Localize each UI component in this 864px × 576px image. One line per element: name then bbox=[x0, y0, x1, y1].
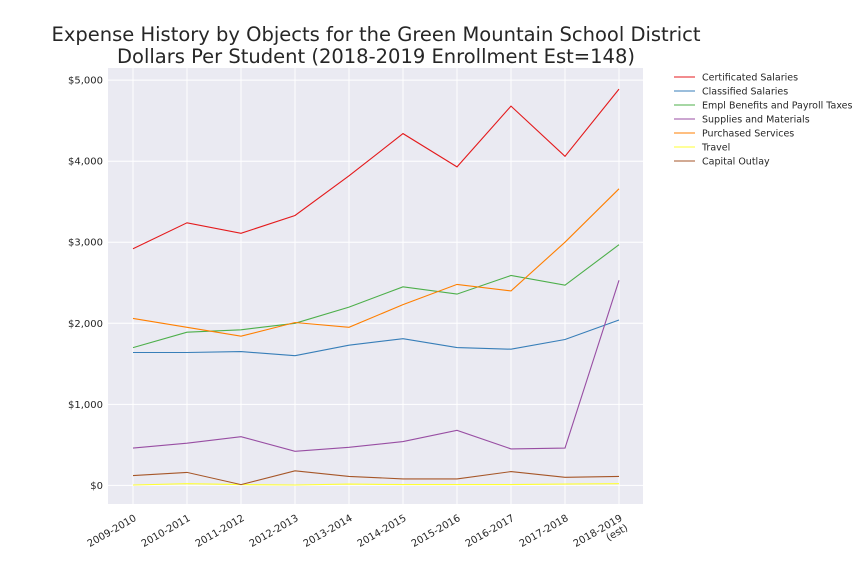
series-line-6 bbox=[132, 470, 620, 486]
x-tick-label: 2010-2011 bbox=[140, 513, 193, 550]
x-tick-label-line: 2015-2016 bbox=[410, 513, 463, 550]
x-axis-ticks: 2009-2010 2010-2011 2011-2012 2012-2013 2013… bbox=[86, 513, 630, 559]
legend-label: Classified Salaries bbox=[702, 87, 788, 98]
series-line-5 bbox=[132, 483, 620, 486]
legend-label: Capital Outlay bbox=[702, 157, 770, 168]
y-tick-label: $4,000 bbox=[68, 157, 103, 168]
x-tick-label: 2012-2013 bbox=[248, 513, 301, 550]
legend-label: Supplies and Materials bbox=[702, 115, 810, 126]
x-tick-label-line: 2011-2012 bbox=[194, 513, 247, 550]
series-line-0 bbox=[132, 88, 620, 250]
legend-item: Certificated Salaries bbox=[674, 73, 798, 84]
legend-item: Purchased Services bbox=[674, 129, 794, 140]
x-tick-label-line: 2016-2017 bbox=[464, 513, 517, 550]
chart-title-line-2: Dollars Per Student (2018-2019 Enrollmen… bbox=[117, 45, 635, 68]
x-tick-label-line: 2013-2014 bbox=[302, 513, 355, 550]
y-tick-label: $3,000 bbox=[68, 238, 103, 249]
x-tick-label: 2009-2010 bbox=[86, 513, 139, 550]
legend-item: Travel bbox=[674, 143, 730, 154]
y-tick-label: $1,000 bbox=[68, 400, 103, 411]
series-line-1 bbox=[133, 319, 620, 357]
legend-item: Empl Benefits and Payroll Taxes bbox=[674, 101, 853, 112]
series-lines bbox=[132, 88, 620, 486]
x-tick-label: 2013-2014 bbox=[302, 513, 355, 550]
legend-item: Capital Outlay bbox=[674, 157, 770, 168]
y-tick-label: $5,000 bbox=[68, 76, 103, 87]
x-tick-label-line: 2012-2013 bbox=[248, 513, 301, 550]
x-tick-label-line: 2009-2010 bbox=[86, 513, 139, 550]
x-tick-label-line: 2017-2018 bbox=[518, 513, 571, 550]
x-tick-label: 2016-2017 bbox=[464, 513, 517, 550]
series-line-2 bbox=[132, 244, 620, 349]
series-line-3 bbox=[132, 280, 620, 452]
gridlines bbox=[108, 68, 643, 504]
chart-title-line-1: Expense History by Objects for the Green… bbox=[52, 23, 701, 46]
x-tick-label: 2011-2012 bbox=[194, 513, 247, 550]
x-tick-label: 2015-2016 bbox=[410, 513, 463, 550]
y-axis-ticks: $0 $1,000 $2,000 $3,000 $4,000 $5,000 bbox=[68, 76, 103, 492]
legend-label: Certificated Salaries bbox=[702, 73, 798, 84]
y-tick-label: $0 bbox=[90, 481, 103, 492]
series-line-4 bbox=[132, 188, 620, 337]
legend-item: Classified Salaries bbox=[674, 87, 788, 98]
x-tick-label: 2014-2015 bbox=[356, 513, 409, 550]
legend-item: Supplies and Materials bbox=[674, 115, 810, 126]
x-tick-label-line: 2014-2015 bbox=[356, 513, 409, 550]
x-tick-label: 2017-2018 bbox=[518, 513, 571, 550]
legend-label: Empl Benefits and Payroll Taxes bbox=[702, 101, 853, 112]
x-tick-label-line: 2010-2011 bbox=[140, 513, 193, 550]
plot-background bbox=[108, 68, 643, 504]
legend-label: Purchased Services bbox=[702, 129, 794, 140]
x-tick-label: 2018-2019(est) bbox=[572, 513, 630, 559]
legend: Certificated Salaries Classified Salaries… bbox=[674, 73, 853, 168]
y-tick-label: $2,000 bbox=[68, 319, 103, 330]
legend-label: Travel bbox=[701, 143, 730, 154]
